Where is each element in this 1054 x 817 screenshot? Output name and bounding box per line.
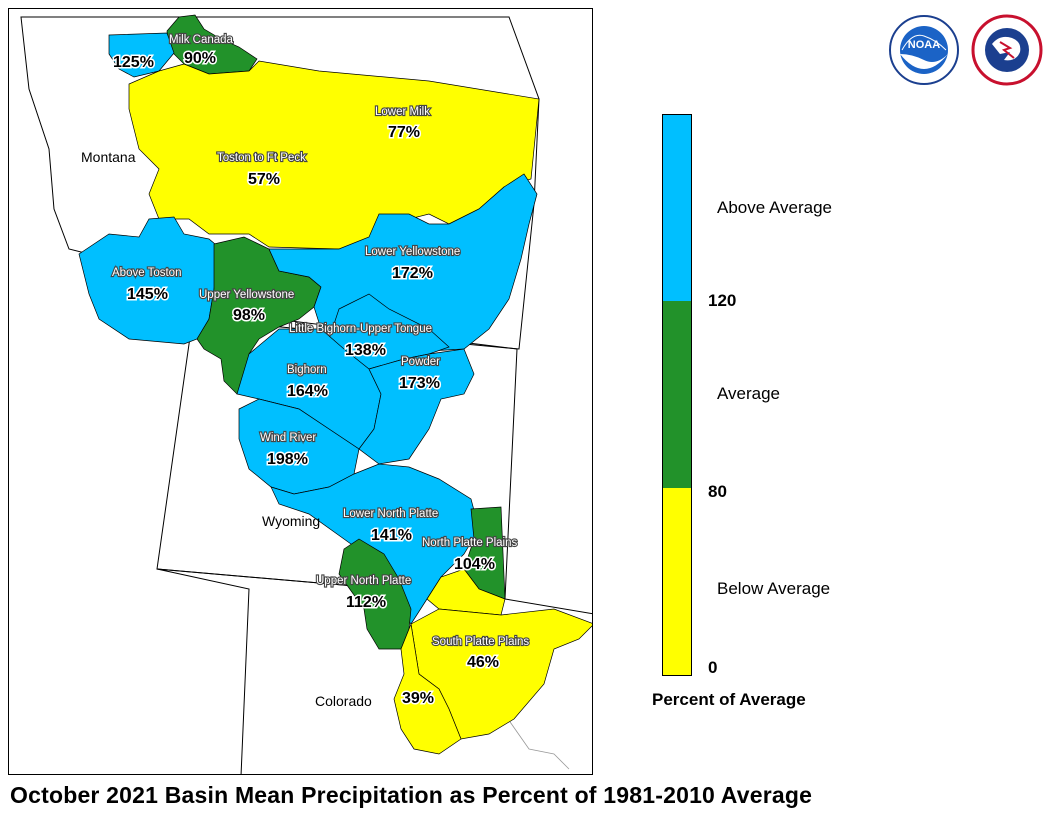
basin-percent: 77% [388,124,420,141]
basin-percent: 112% [346,594,386,611]
basin-name: Upper North Platte [316,575,411,587]
basin-map: Montana Wyoming Colorado Milk Canada 90%… [8,8,593,775]
legend-title: Percent of Average [652,690,806,709]
noaa-logo-text: NOAA [908,39,940,51]
legend-label-average: Average [717,384,781,403]
basin-name: Lower Yellowstone [365,246,460,258]
basin-percent: 164% [287,383,328,400]
basin-polygons [78,14,592,755]
basin-labels: Milk Canada 90% 125% Lower Milk 77% Tost… [111,33,531,709]
basin-name: Lower Milk [375,106,430,118]
nws-logo-icon [971,14,1043,86]
basin-above-toston [78,216,222,345]
state-fragments [500,708,570,770]
basin-percent: 141% [371,527,412,544]
basin-name: Bighorn [287,364,327,376]
legend-segment-average [663,301,691,488]
basin-powder [358,348,475,465]
legend-label-below: Below Average [717,579,831,598]
basin-percent: 138% [345,342,386,359]
basin-percent: 46% [467,654,499,671]
basin-125 [108,32,175,78]
state-label-wyoming: Wyoming [262,513,320,529]
legend-threshold-min: 0 [708,658,718,677]
basin-percent: 125% [113,54,154,71]
basin-percent: 145% [127,286,168,303]
basin-percent: 90% [184,50,216,67]
basin-name: North Platte Plains [422,537,517,549]
basin-name: Milk Canada [169,34,234,46]
basin-percent: 104% [454,556,495,573]
legend-segment-above [663,115,691,301]
basin-percent: 57% [248,171,280,188]
legend-label-above: Above Average [717,198,832,217]
basin-name: South Platte Plains [432,636,529,648]
noaa-logo-icon: NOAA [889,15,959,85]
basin-39 [393,622,462,755]
basin-name: Little Bighorn-Upper Tongue [289,323,432,335]
basin-name: Upper Yellowstone [199,289,294,301]
basin-name: Wind River [260,432,316,444]
map-canvas: Montana Wyoming Colorado Milk Canada 90%… [20,14,592,774]
basin-name: Lower North Platte [343,508,438,520]
basin-percent: 198% [267,451,308,468]
basin-lower-north-platte [270,463,480,625]
basin-percent: 173% [399,375,440,392]
page-title: October 2021 Basin Mean Precipitation as… [10,782,813,808]
basin-percent: 172% [392,265,433,282]
basin-milk-canada [166,14,258,75]
basin-lower-yellowstone [268,173,538,352]
state-label-montana: Montana [81,149,136,165]
legend-segment-below [663,488,691,675]
basin-percent: 98% [233,307,265,324]
dashed-boundary [500,708,570,770]
legend-threshold-upper: 120 [708,291,737,310]
basin-name: Above Toston [112,267,181,279]
legend-threshold-lower: 80 [708,482,727,501]
basin-name: Powder [401,356,440,368]
legend-color-bar [662,114,692,676]
basin-percent: 39% [402,690,434,707]
basin-name: Toston to Ft Peck [217,152,306,164]
state-label-colorado: Colorado [315,693,372,709]
